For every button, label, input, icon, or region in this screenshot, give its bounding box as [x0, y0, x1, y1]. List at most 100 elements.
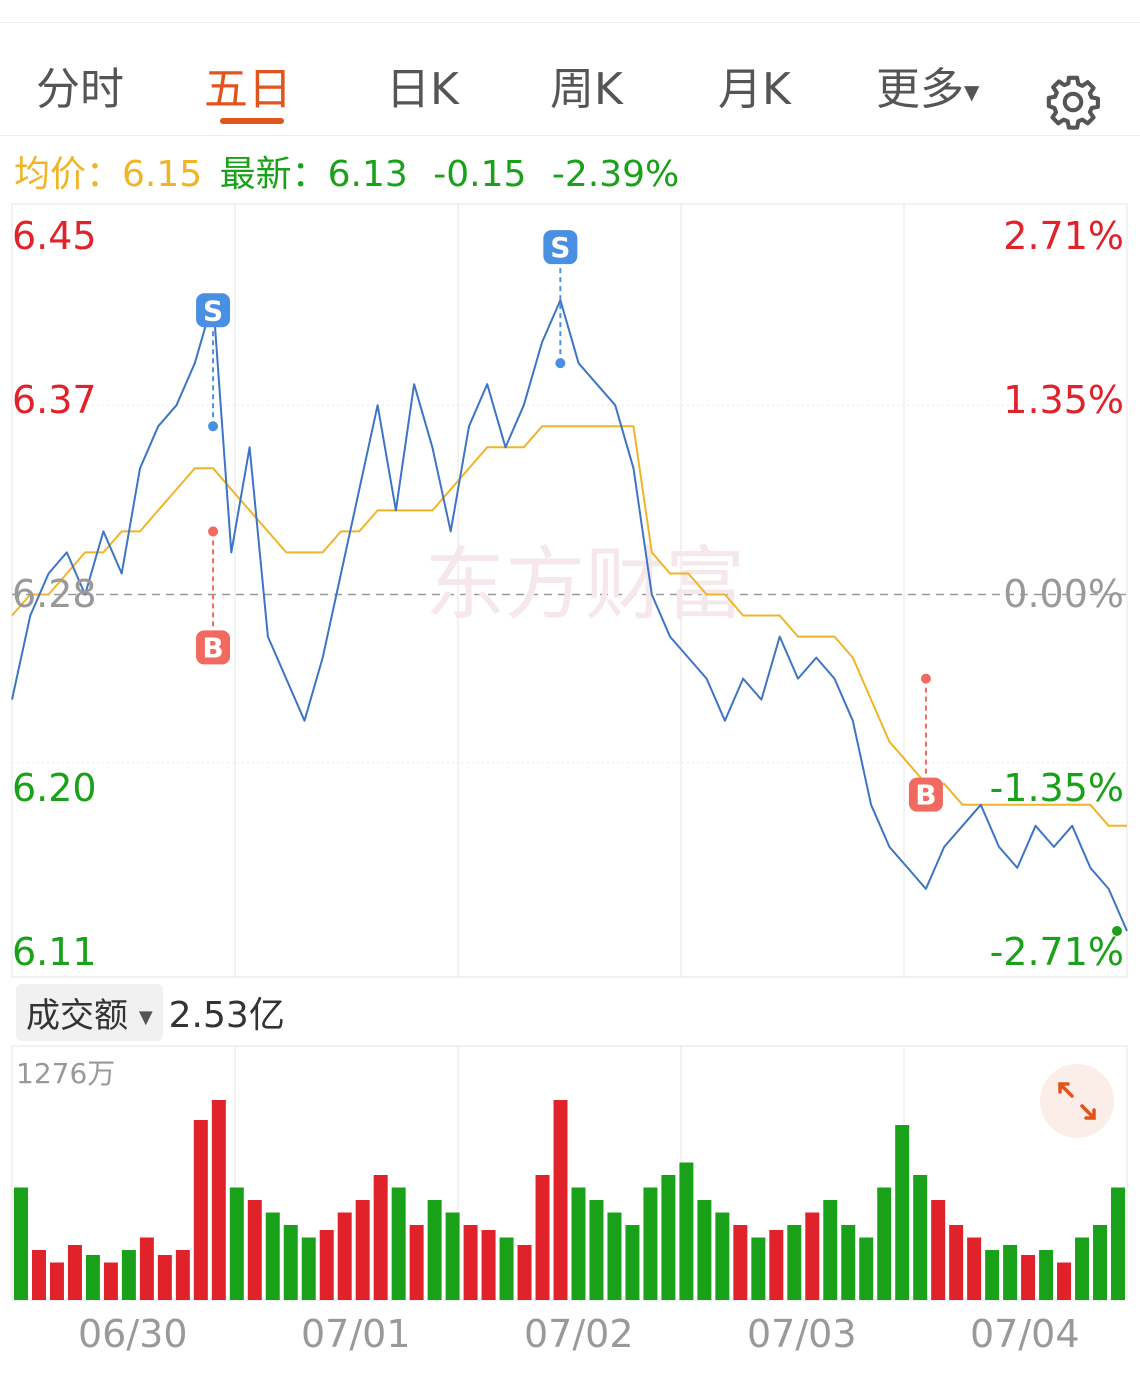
volume-bar [985, 1250, 1000, 1300]
volume-bar [895, 1125, 910, 1300]
volume-bar [121, 1250, 136, 1300]
volume-bar [787, 1225, 802, 1300]
volume-header: 成交额 ▼ 2.53亿 [16, 983, 285, 1041]
volume-bar [1039, 1250, 1054, 1300]
y-tick-left-4: 6.20 [12, 766, 97, 810]
volume-bar [463, 1225, 478, 1300]
volume-bar [949, 1225, 964, 1300]
volume-bar [67, 1245, 82, 1300]
volume-bar [499, 1237, 514, 1300]
sell-marker-icon[interactable] [196, 293, 231, 328]
volume-bar [841, 1225, 856, 1300]
volume-bar [967, 1237, 982, 1300]
trade-marker-label: S [203, 294, 223, 327]
volume-bar [355, 1200, 370, 1300]
volume-bar [1075, 1237, 1090, 1300]
active-tab-indicator [220, 118, 284, 124]
tab-monthly-k[interactable]: 月K [718, 64, 791, 115]
volume-bar [265, 1212, 280, 1300]
tab-five-day[interactable]: 五日 [204, 64, 292, 115]
volume-bar [931, 1200, 946, 1300]
volume-bar [1111, 1187, 1125, 1300]
volume-bar [805, 1212, 820, 1300]
dropdown-caret-icon: ▼ [964, 80, 980, 104]
sell-marker-icon[interactable] [543, 230, 578, 265]
y-tick-right-2: 1.35% [1003, 378, 1124, 422]
price-frame [11, 203, 1128, 978]
price-change-pct: -2.39% [551, 154, 680, 195]
volume-type-label: 成交额 [26, 995, 128, 1036]
y-tick-left-3: 6.28 [12, 572, 97, 616]
volume-bar [481, 1230, 496, 1300]
volume-bar [733, 1225, 748, 1300]
volume-bar [319, 1230, 334, 1300]
volume-bar [157, 1255, 172, 1300]
volume-bar [31, 1250, 46, 1300]
y-tick-right-5: -2.71% [989, 930, 1124, 974]
volume-bar [427, 1200, 442, 1300]
volume-max-label: 1276万 [16, 1057, 116, 1090]
volume-total: 2.53亿 [168, 995, 285, 1036]
expand-button[interactable] [1040, 1064, 1114, 1138]
volume-bar [535, 1175, 550, 1300]
volume-bar [877, 1187, 892, 1300]
y-tick-right-3: 0.00% [1003, 572, 1124, 616]
buy-marker-icon[interactable] [908, 777, 943, 812]
volume-bar [643, 1187, 658, 1300]
x-label-0703: 07/03 [747, 1312, 857, 1356]
tab-intraday[interactable]: 分时 [36, 64, 124, 115]
tab-more-label: 更多 [876, 64, 964, 115]
price-line [11, 299, 1128, 932]
volume-bar [49, 1262, 64, 1300]
settings-gear-icon[interactable] [1044, 73, 1102, 131]
x-label-0702: 07/02 [524, 1312, 634, 1356]
dropdown-caret-icon: ▼ [138, 1006, 153, 1028]
volume-bar [373, 1175, 388, 1300]
volume-bar [1057, 1262, 1072, 1300]
volume-bar [229, 1187, 244, 1300]
volume-bar [697, 1200, 712, 1300]
volume-bar [553, 1100, 568, 1300]
x-label-0701: 07/01 [301, 1312, 411, 1356]
volume-bar [679, 1162, 694, 1300]
trade-marker-label: S [550, 231, 570, 264]
latest-price-value: 6.13 [327, 154, 408, 195]
volume-bar [193, 1120, 208, 1300]
volume-bar [85, 1255, 100, 1300]
latest-price-label: 最新： [219, 154, 328, 195]
watermark: 东方财富 [425, 538, 745, 631]
buy-marker-icon[interactable] [196, 630, 231, 665]
y-tick-left-1: 6.45 [12, 214, 97, 258]
volume-bar [283, 1225, 298, 1300]
x-label-0630: 06/30 [78, 1312, 188, 1356]
x-label-0704: 07/04 [970, 1312, 1080, 1356]
volume-bar [103, 1262, 118, 1300]
volume-bar [1093, 1225, 1108, 1300]
trade-marker-label: B [202, 631, 223, 664]
y-tick-right-1: 2.71% [1003, 214, 1124, 258]
volume-bar [175, 1250, 190, 1300]
volume-bar [301, 1237, 316, 1300]
volume-bar [625, 1225, 640, 1300]
volume-bar [715, 1212, 730, 1300]
volume-bar [247, 1200, 262, 1300]
avg-price-value: 6.15 [122, 154, 203, 195]
tab-daily-k[interactable]: 日K [386, 64, 459, 115]
volume-bar [751, 1237, 766, 1300]
volume-bar [769, 1230, 784, 1300]
volume-bar [14, 1187, 28, 1300]
volume-type-select[interactable]: 成交额 ▼ [16, 983, 163, 1041]
last-price-dot [1112, 925, 1122, 936]
volume-bar [445, 1212, 460, 1300]
trade-marker-label: B [915, 779, 936, 812]
volume-bar [571, 1187, 586, 1300]
tab-weekly-k[interactable]: 周K [550, 64, 623, 115]
volume-bar [859, 1237, 874, 1300]
tab-more[interactable]: 更多▼ [876, 53, 979, 117]
price-info-row: 均价：6.15 最新：6.13 -0.15 -2.39% [14, 145, 679, 197]
volume-bar [661, 1175, 676, 1300]
volume-bar [409, 1225, 424, 1300]
volume-bar [517, 1245, 532, 1300]
